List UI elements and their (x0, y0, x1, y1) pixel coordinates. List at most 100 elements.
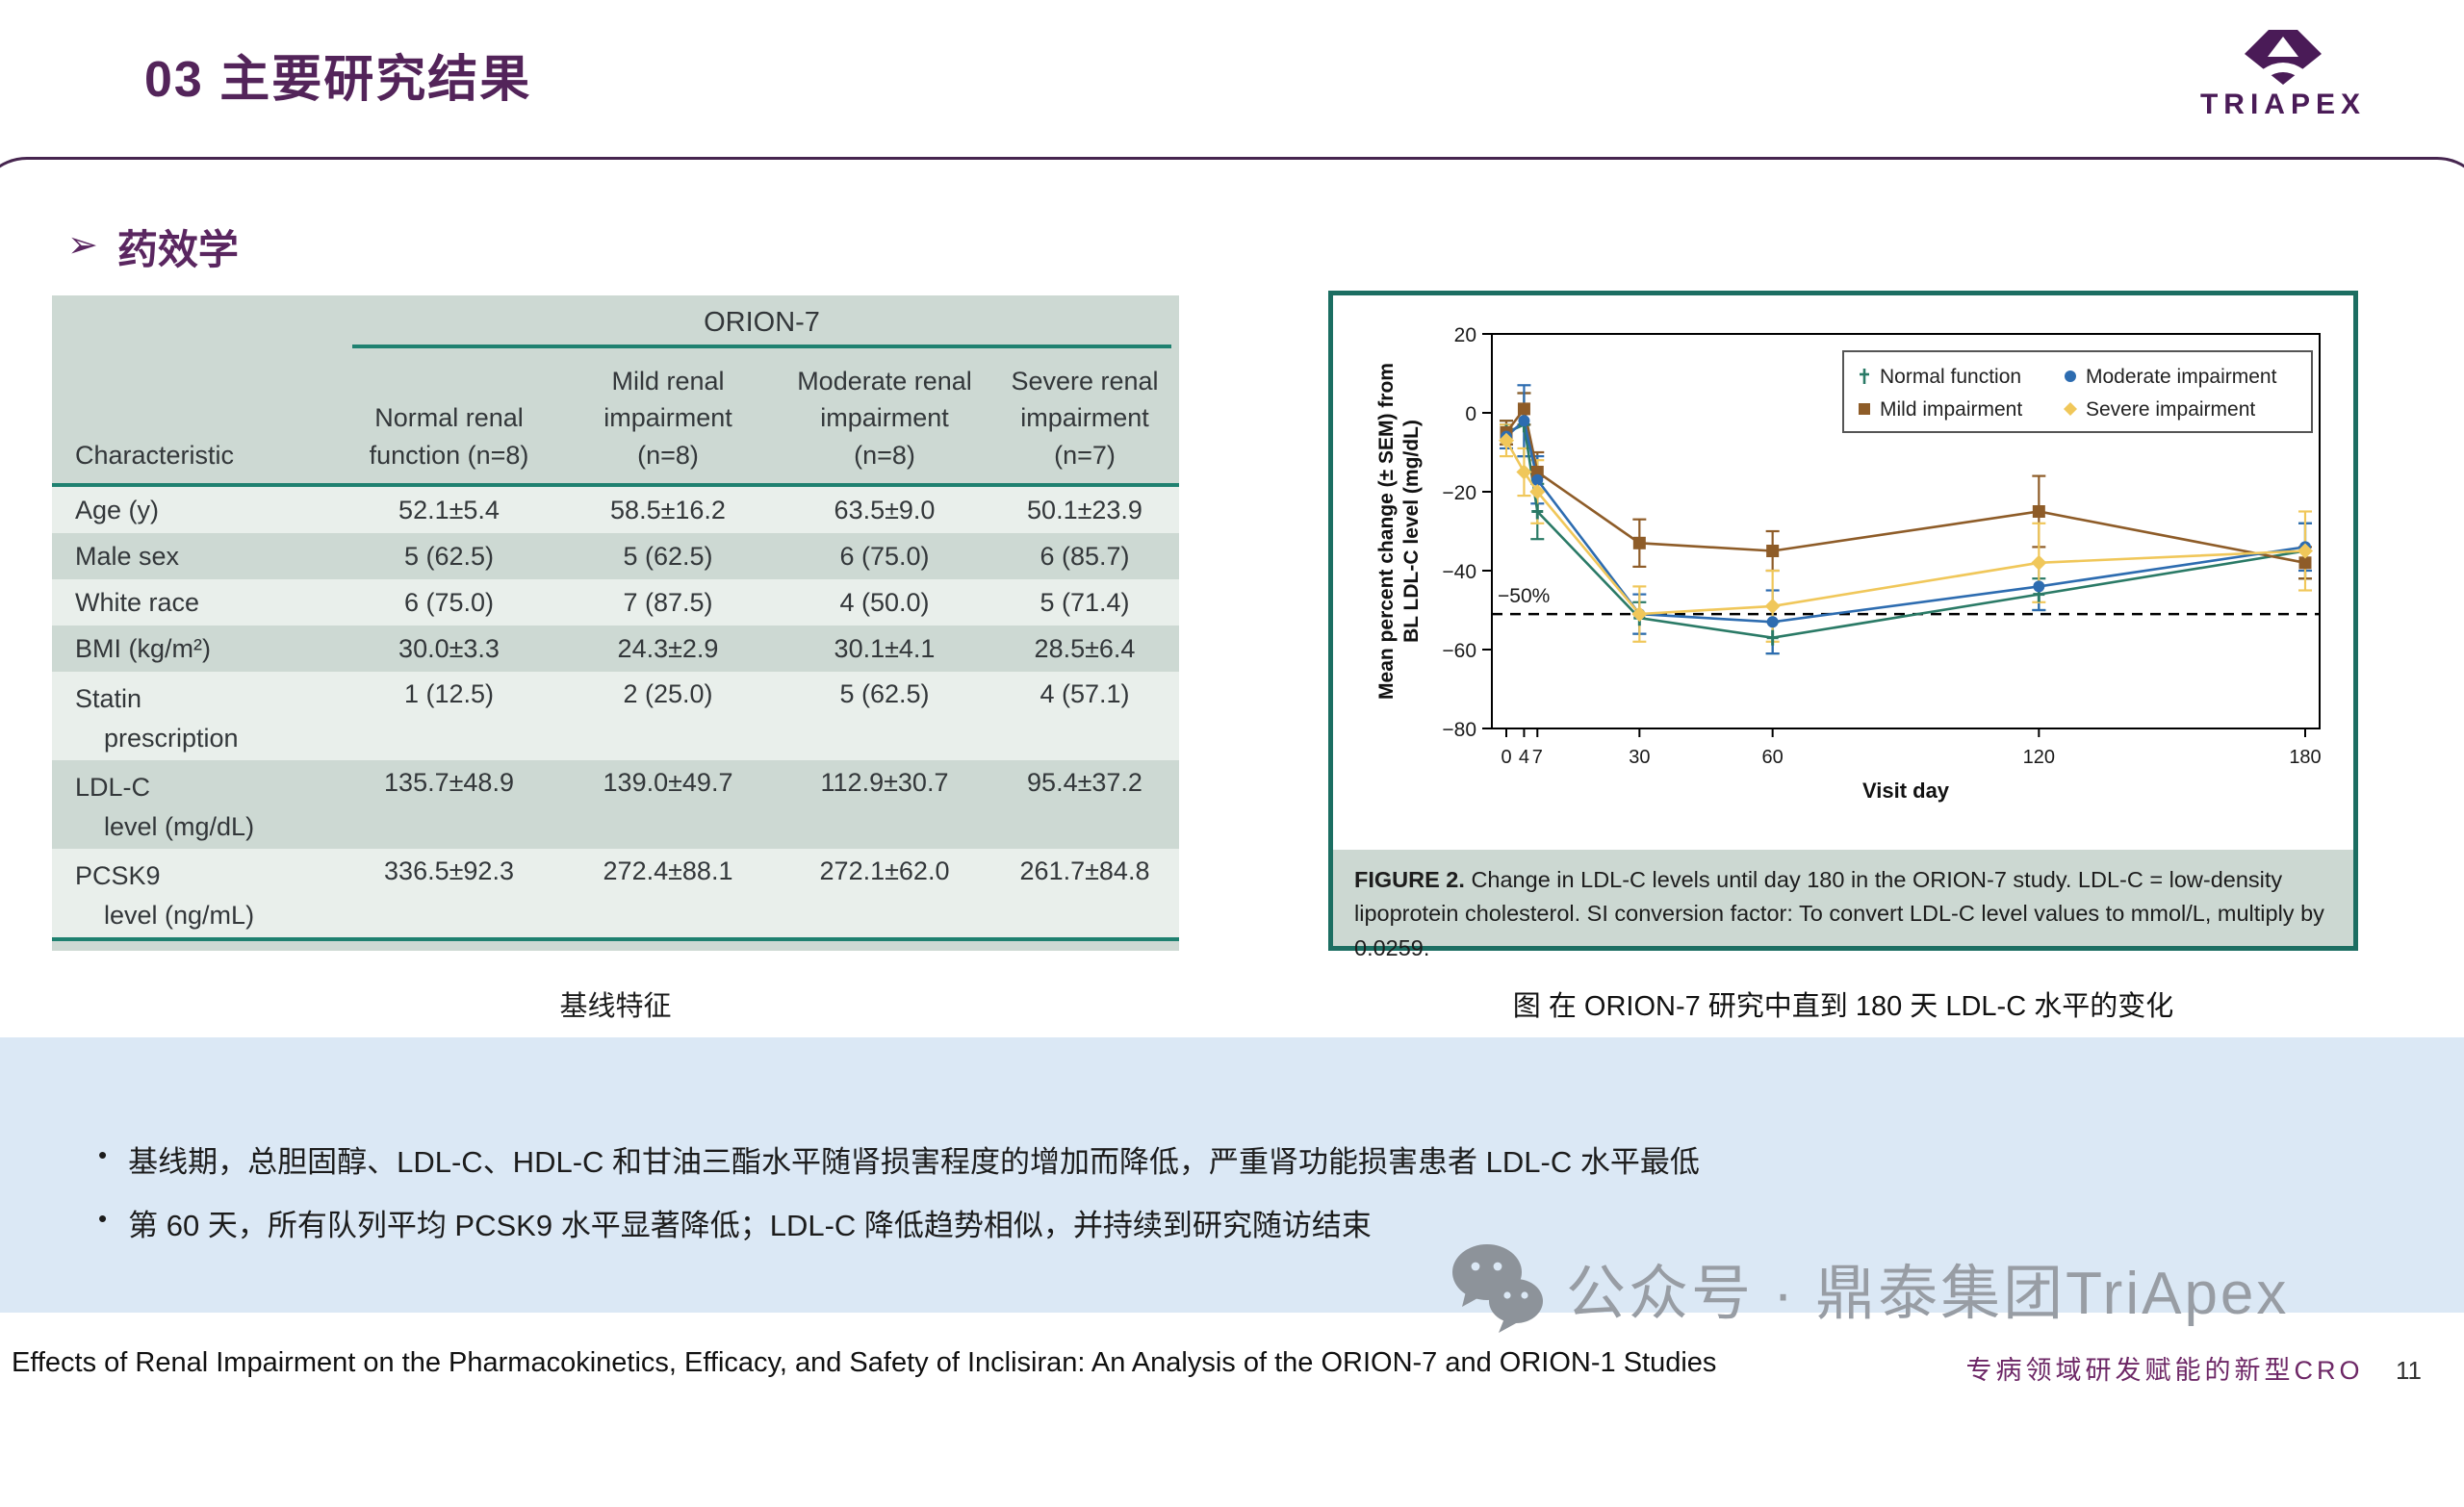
row-label: Male sex (75, 541, 180, 571)
table-cell: 6 (75.0) (839, 541, 930, 571)
table-cell: 5 (62.5) (403, 541, 495, 571)
series-markers (1499, 402, 2313, 646)
table-cell: 30.1±4.1 (834, 633, 936, 663)
table-cell: 272.4±88.1 (603, 856, 733, 885)
table-cell: 58.5±16.2 (610, 495, 726, 524)
table-cell: 272.1±62.0 (819, 856, 950, 885)
table-row: Statin prescription 1 (12.5) 2 (25.0) 5 (62.… (52, 672, 1179, 760)
table-cell: 50.1±23.9 (1027, 495, 1142, 524)
table-row: PCSK9 level (ng/mL) 336.5±92.3 272.4±88.1 27… (52, 849, 1179, 937)
legend: Normal function Mild impairment Moderate i… (1842, 350, 2313, 433)
y-tick-label: −60 (1442, 640, 1476, 662)
table-row: BMI (kg/m²) 30.0±3.3 24.3±2.9 30.1±4.1 28.5±… (52, 626, 1179, 672)
y-tick-label: 0 (1465, 403, 1476, 425)
footer-slogan: 专病领域研发赋能的新型CRO (1965, 1356, 2364, 1385)
x-tick-label: 60 (1762, 747, 1784, 768)
y-axis-label-line1: Mean percent change (± SEM) from (1375, 363, 1398, 700)
content-frame-border (0, 157, 2464, 1507)
table-cell: 7 (87.5) (623, 587, 713, 617)
footer-reference: Effects of Renal Impairment on the Pharm… (12, 1347, 1717, 1378)
table-cell: 5 (71.4) (1040, 587, 1130, 617)
page-number: 11 (2396, 1356, 2422, 1385)
table-cell: 5 (62.5) (623, 541, 713, 571)
table-bottom-rule (52, 937, 1179, 941)
x-tick-label: 7 (1532, 747, 1543, 768)
table-cell: 30.0±3.3 (398, 633, 500, 663)
table-col-characteristic: Characteristic (75, 440, 235, 470)
x-tick-label: 0 (1501, 747, 1511, 768)
table-header-row: Characteristic Normal renal function (n=8… (52, 348, 1179, 483)
figure-panel: 20 0 −20 −40 −60 −80 0 4 7 30 60 120 180 −50% Normal f… (1328, 291, 2358, 960)
y-tick-label: −40 (1442, 561, 1476, 583)
y-tick-label: 20 (1454, 324, 1476, 346)
ldl-change-chart: 200−20−40−60−800 4 7 30 60 120 180−50%Normal f… (1375, 324, 2322, 803)
table-group-rule (352, 345, 1171, 348)
table-cell: 139.0±49.7 (603, 768, 733, 797)
wechat-watermark: 公众号 · 鼎泰集团TriApex (1449, 1241, 2289, 1334)
series-line (1504, 440, 2306, 616)
legend-label: Severe impairment (2086, 398, 2255, 421)
table-group-header: ORION-7 (704, 307, 820, 338)
wechat-watermark-text: 公众号 · 鼎泰集团TriApex (1566, 1261, 2290, 1327)
summary-bullet: • 第 60 天，所有队列平均 PCSK9 水平显著降低；LDL-C 降低趋势相似… (98, 1201, 1372, 1244)
arrow-bullet-icon: ➢ (67, 225, 98, 266)
table-col-header: Mild renal impairment (n=8) (603, 367, 732, 470)
page-title: 03 主要研究结果 (144, 52, 532, 108)
table-cell: 52.1±5.4 (398, 495, 500, 524)
bullet-dot-icon: • (98, 1204, 108, 1233)
legend-label: Moderate impairment (2086, 366, 2277, 388)
table-cell: 95.4±37.2 (1027, 768, 1142, 797)
bullet-text: 第 60 天，所有队列平均 PCSK9 水平显著降低；LDL-C 降低趋势相似，… (128, 1209, 1372, 1242)
table-cell: 63.5±9.0 (834, 495, 936, 524)
table-row: Age (y) 52.1±5.4 58.5±16.2 63.5±9.0 50.1±23.… (52, 487, 1179, 533)
table-cell: 261.7±84.8 (1019, 856, 1150, 885)
summary-bullet: • 基线期，总胆固醇、LDL-C、HDL-C 和甘油三酯水平随肾损害程度的增加而降… (98, 1137, 1700, 1181)
table-cell: 2 (25.0) (623, 679, 713, 708)
summary-band: • 基线期，总胆固醇、LDL-C、HDL-C 和甘油三酯水平随肾损害程度的增加而降… (0, 1037, 2464, 1313)
table-row: LDL-C level (mg/dL) 135.7±48.9 139.0±49.7 11… (52, 760, 1179, 849)
y-tick-label: −20 (1442, 482, 1476, 504)
table-col-header: Severe renal impairment (n=7) (1011, 367, 1159, 470)
row-label: Age (y) (75, 495, 160, 524)
y-axis-label-line2: BL LDL-C level (mg/dL) (1400, 420, 1423, 643)
table-caption: 基线特征 (559, 991, 672, 1022)
baseline-characteristics-table: ORION-7 Characteristic Normal renal funct… (52, 295, 1179, 951)
plot-box (1491, 333, 2321, 729)
bullet-dot-icon: • (98, 1140, 108, 1169)
table-cell: 336.5±92.3 (384, 856, 514, 885)
triapex-logo: TRIAPEX (2198, 25, 2368, 121)
table-col-header: Normal renal function (n=8) (369, 403, 529, 470)
reference-line-label: −50% (1498, 585, 1550, 607)
table-row: White race 6 (75.0) 7 (87.5) 4 (50.0) 5 (71.… (52, 579, 1179, 626)
row-label: LDL-C level (mg/dL) (75, 773, 255, 841)
x-tick-label: 30 (1629, 747, 1650, 768)
table-body: Age (y) 52.1±5.4 58.5±16.2 63.5±9.0 50.1±23.… (52, 487, 1179, 937)
row-label: Statin prescription (75, 684, 239, 753)
table-header-rule (52, 483, 1179, 487)
legend-label: Mild impairment (1880, 398, 2022, 421)
triapex-logo-icon (2245, 30, 2322, 85)
bullet-text: 基线期，总胆固醇、LDL-C、HDL-C 和甘油三酯水平随肾损害程度的增加而降低… (128, 1145, 1700, 1179)
section-heading: ➢ 药效学 (67, 217, 239, 276)
table-cell: 4 (57.1) (1040, 679, 1130, 708)
legend-label: Normal function (1880, 366, 2021, 388)
table-cell: 5 (62.5) (839, 679, 930, 708)
table-cell: 1 (12.5) (403, 679, 495, 708)
figure-note-label: FIGURE 2. (1354, 867, 1465, 892)
series-lines (1504, 405, 2306, 640)
row-label: White race (75, 587, 200, 617)
figure-note: FIGURE 2. Change in LDL-C levels until d… (1333, 850, 2353, 960)
x-tick-label: 180 (2289, 747, 2321, 768)
table-cell: 135.7±48.9 (384, 768, 514, 797)
table-col-header: Moderate renal impairment (n=8) (797, 367, 972, 470)
table-cell: 28.5±6.4 (1034, 633, 1136, 663)
table-cell: 6 (75.0) (403, 587, 495, 617)
x-axis-label: Visit day (1862, 779, 1950, 803)
figure-note-text: Change in LDL-C levels until day 180 in … (1354, 867, 2324, 960)
footer-right: 专病领域研发赋能的新型CRO 11 (1965, 1349, 2422, 1387)
table-cell: 112.9±30.7 (820, 768, 949, 797)
section-heading-text: 药效学 (116, 227, 239, 272)
triapex-logo-text: TRIAPEX (2199, 89, 2367, 120)
row-label: PCSK9 level (ng/mL) (75, 861, 255, 930)
row-label: BMI (kg/m²) (75, 633, 211, 663)
